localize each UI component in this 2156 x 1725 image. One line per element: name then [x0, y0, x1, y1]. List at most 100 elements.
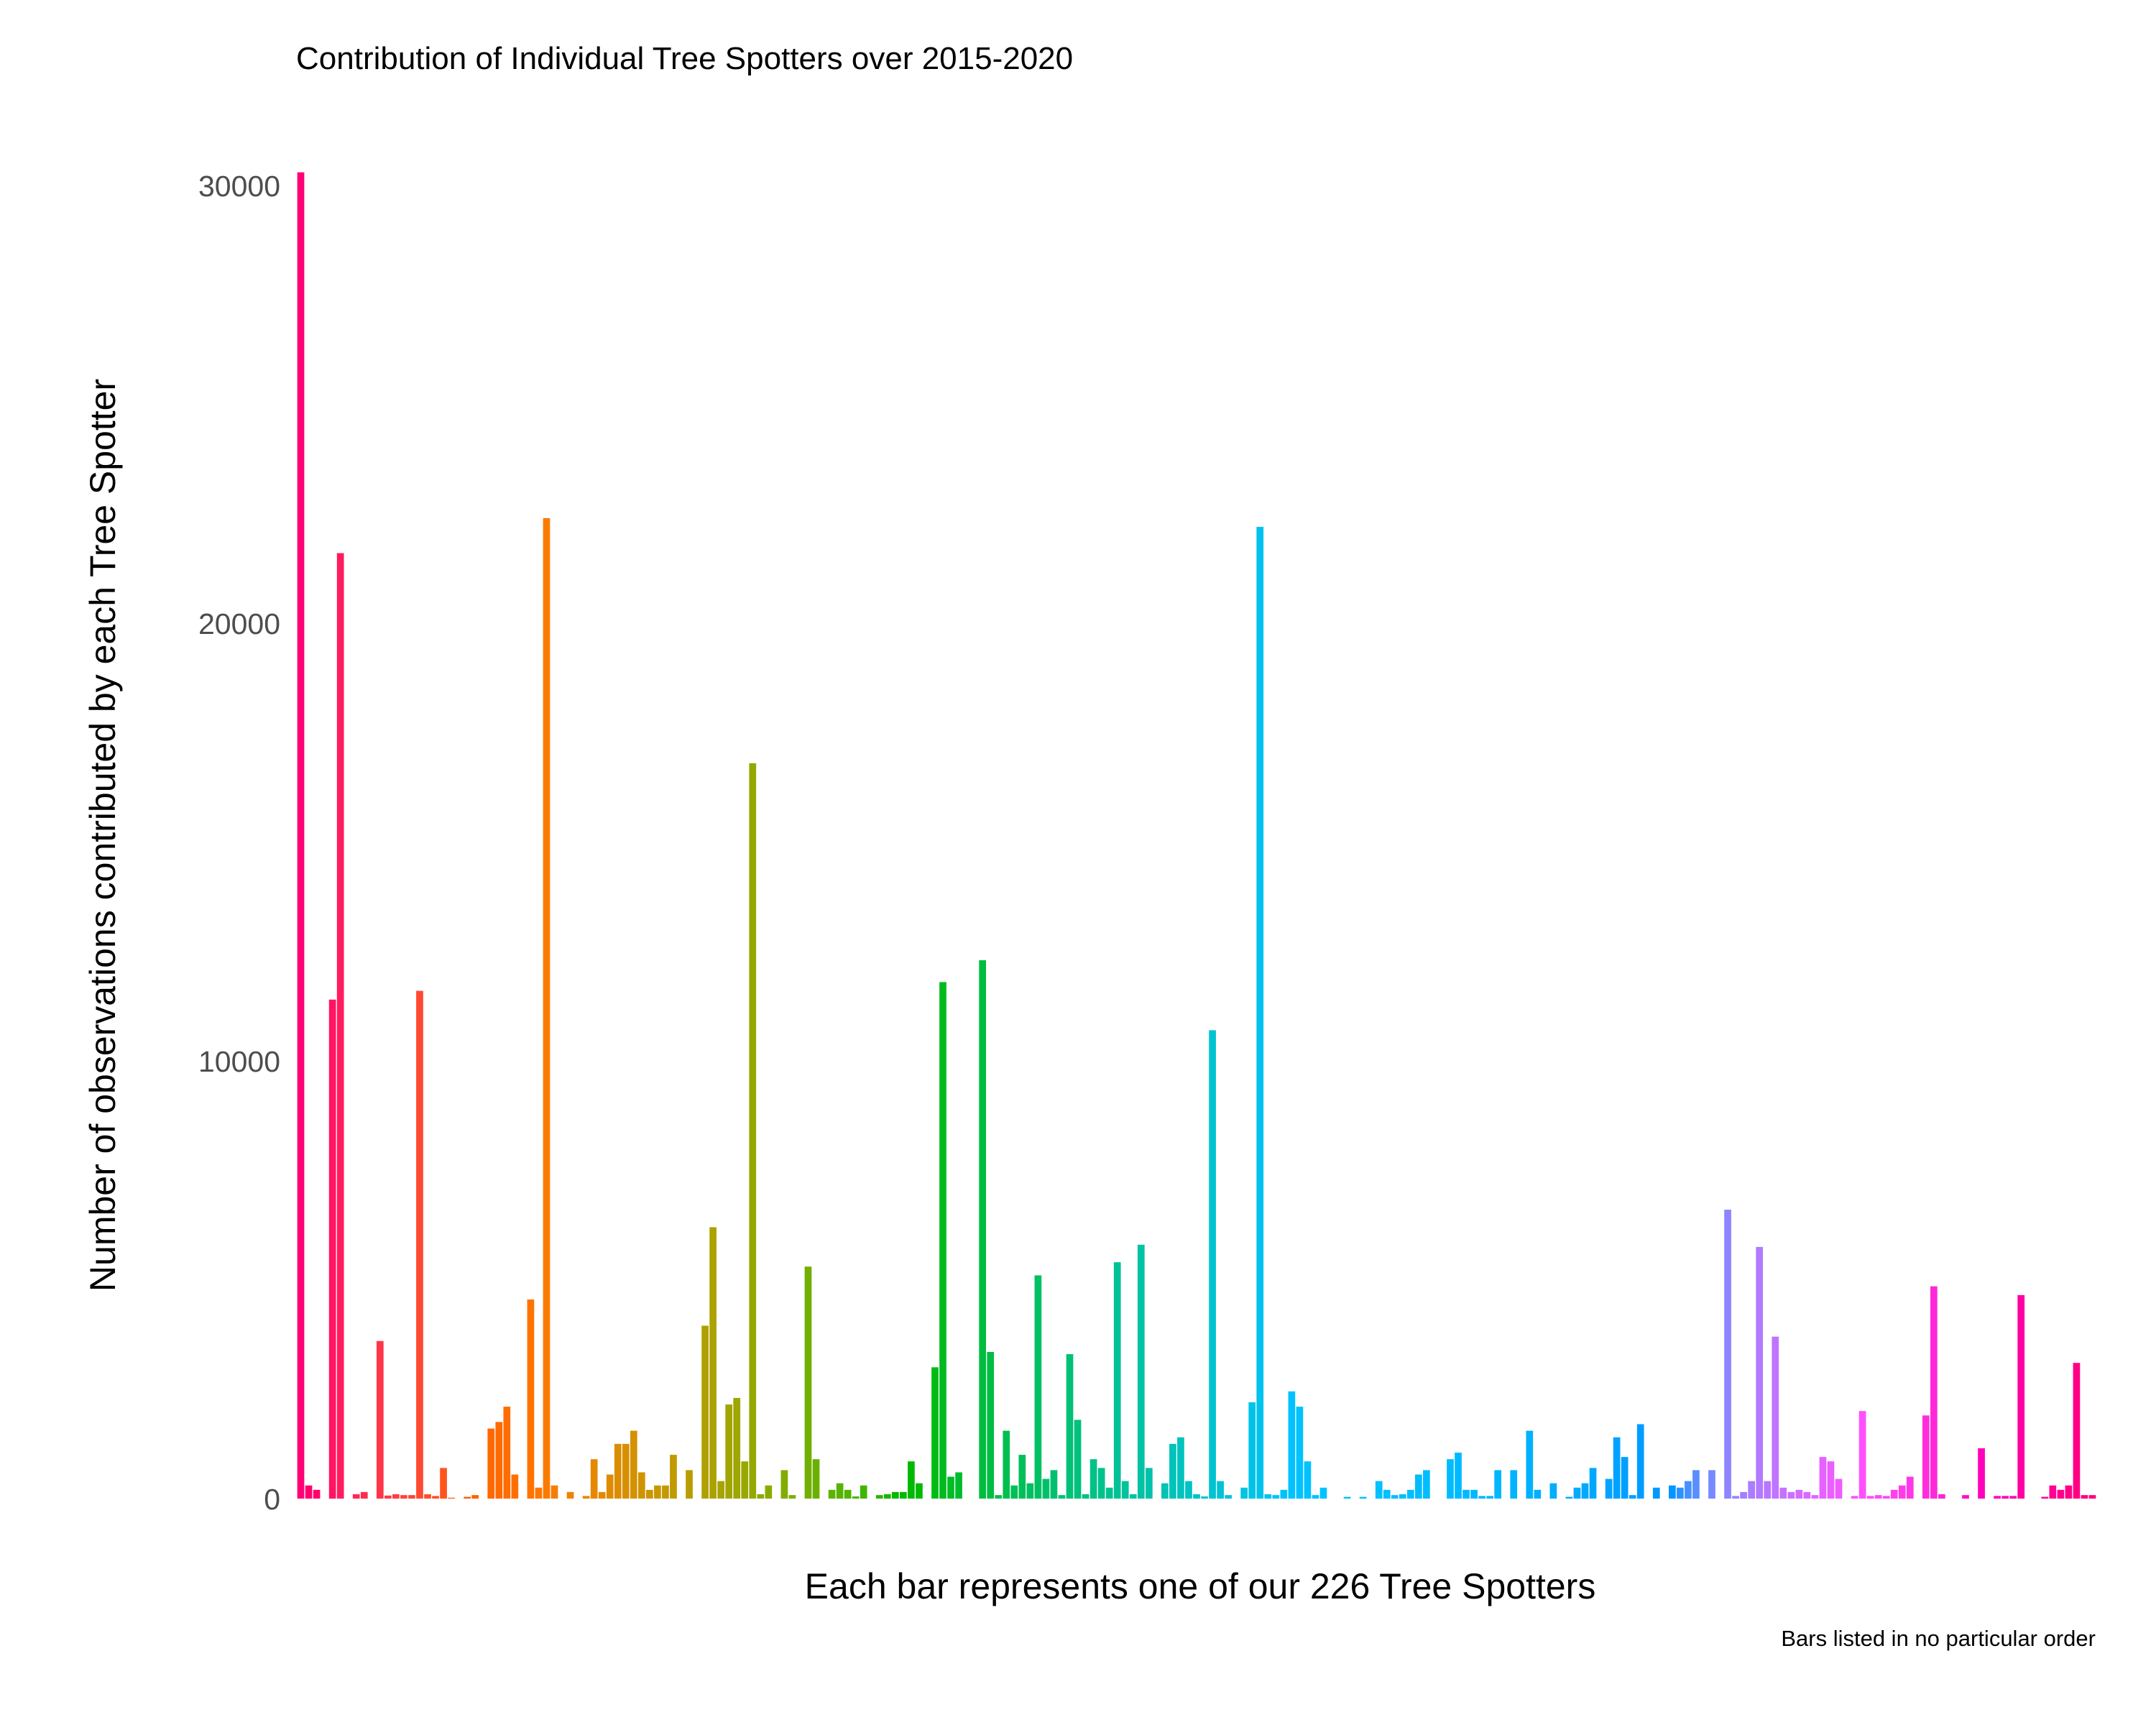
bar: [891, 1491, 899, 1499]
bar: [2049, 1485, 2057, 1499]
bar: [757, 1494, 765, 1499]
bar: [1248, 1402, 1256, 1499]
bar: [1050, 1470, 1058, 1499]
bar: [916, 1483, 923, 1499]
bar: [844, 1489, 852, 1499]
bar: [1462, 1489, 1470, 1499]
bar: [1628, 1495, 1636, 1499]
bar: [1105, 1487, 1113, 1499]
bar: [646, 1489, 653, 1499]
bar: [1652, 1487, 1660, 1499]
bar: [464, 1496, 471, 1499]
bar: [995, 1495, 1003, 1499]
bar: [749, 763, 757, 1499]
bar: [955, 1472, 962, 1499]
bar: [804, 1266, 812, 1499]
bar: [875, 1495, 883, 1499]
y-tick-label: 0: [264, 1483, 280, 1516]
bar: [860, 1485, 867, 1499]
bar: [733, 1397, 741, 1499]
x-axis-label: Each bar represents one of our 226 Tree …: [805, 1566, 1596, 1606]
bar: [1256, 527, 1264, 1499]
bar: [360, 1491, 368, 1499]
bar: [328, 999, 336, 1499]
bar: [1486, 1496, 1493, 1499]
bar: [1225, 1495, 1232, 1499]
bar: [1858, 1411, 1866, 1499]
bar: [1819, 1457, 1827, 1499]
bar: [1042, 1478, 1050, 1499]
bar: [2009, 1496, 2017, 1499]
bar: [1581, 1483, 1589, 1499]
bar: [1866, 1496, 1874, 1499]
bar: [1692, 1470, 1700, 1499]
bar: [1621, 1457, 1628, 1499]
bar: [1470, 1489, 1478, 1499]
bar: [1922, 1415, 1930, 1499]
bar: [1756, 1246, 1764, 1499]
bar: [1375, 1481, 1383, 1499]
bar: [408, 1495, 415, 1499]
bar: [1121, 1481, 1129, 1499]
bar: [1882, 1496, 1890, 1499]
bar: [1359, 1496, 1367, 1499]
bar: [1455, 1453, 1462, 1499]
y-axis-ticks: 0 10000 20000 30000: [198, 170, 280, 1516]
bar: [336, 553, 344, 1499]
bar: [2057, 1489, 2065, 1499]
bar: [1740, 1491, 1747, 1499]
bar: [725, 1404, 733, 1499]
bar: [1526, 1430, 1534, 1499]
bar: [1669, 1485, 1676, 1499]
bar: [1209, 1030, 1216, 1499]
bar: [1129, 1494, 1137, 1499]
bar: [1874, 1495, 1882, 1499]
bar: [1304, 1461, 1312, 1499]
bar: [2001, 1496, 2009, 1499]
bar: [1787, 1491, 1795, 1499]
bar: [471, 1495, 479, 1499]
bar: [828, 1489, 836, 1499]
bar: [1312, 1495, 1319, 1499]
bar: [1026, 1483, 1034, 1499]
bar: [1677, 1487, 1684, 1499]
bar: [987, 1351, 995, 1499]
bar: [1898, 1485, 1906, 1499]
bar: [1319, 1487, 1327, 1499]
bar: [606, 1474, 614, 1499]
bar: [1803, 1491, 1811, 1499]
chart-title: Contribution of Individual Tree Spotters…: [296, 41, 1073, 76]
bar: [1938, 1494, 1945, 1499]
bar: [1764, 1481, 1772, 1499]
bar: [1779, 1487, 1787, 1499]
bar: [1161, 1483, 1169, 1499]
bar: [883, 1494, 891, 1499]
bar: [1494, 1470, 1502, 1499]
bar: [2065, 1485, 2073, 1499]
bar: [535, 1487, 543, 1499]
bar: [2073, 1363, 2081, 1499]
bar: [1930, 1286, 1938, 1499]
bar: [1288, 1391, 1296, 1499]
bar: [297, 172, 305, 1499]
y-tick-label: 20000: [198, 607, 280, 640]
bar: [1415, 1474, 1422, 1499]
bar: [1280, 1489, 1288, 1499]
bar: [527, 1299, 535, 1499]
bar: [2017, 1294, 2025, 1499]
bar: [2088, 1495, 2096, 1499]
bar: [1724, 1210, 1731, 1499]
bar: [717, 1481, 725, 1499]
bar: [1685, 1481, 1692, 1499]
bar: [1034, 1275, 1042, 1499]
bar: [614, 1443, 622, 1499]
bar: [1145, 1468, 1153, 1499]
bar: [511, 1474, 519, 1499]
bar: [1391, 1495, 1399, 1499]
bar: [598, 1491, 606, 1499]
chart-caption: Bars listed in no particular order: [1781, 1626, 2096, 1651]
bar: [1565, 1496, 1573, 1499]
y-axis-label: Number of observations contributed by ea…: [83, 379, 123, 1292]
bar: [424, 1494, 431, 1499]
bar: [1137, 1244, 1145, 1499]
